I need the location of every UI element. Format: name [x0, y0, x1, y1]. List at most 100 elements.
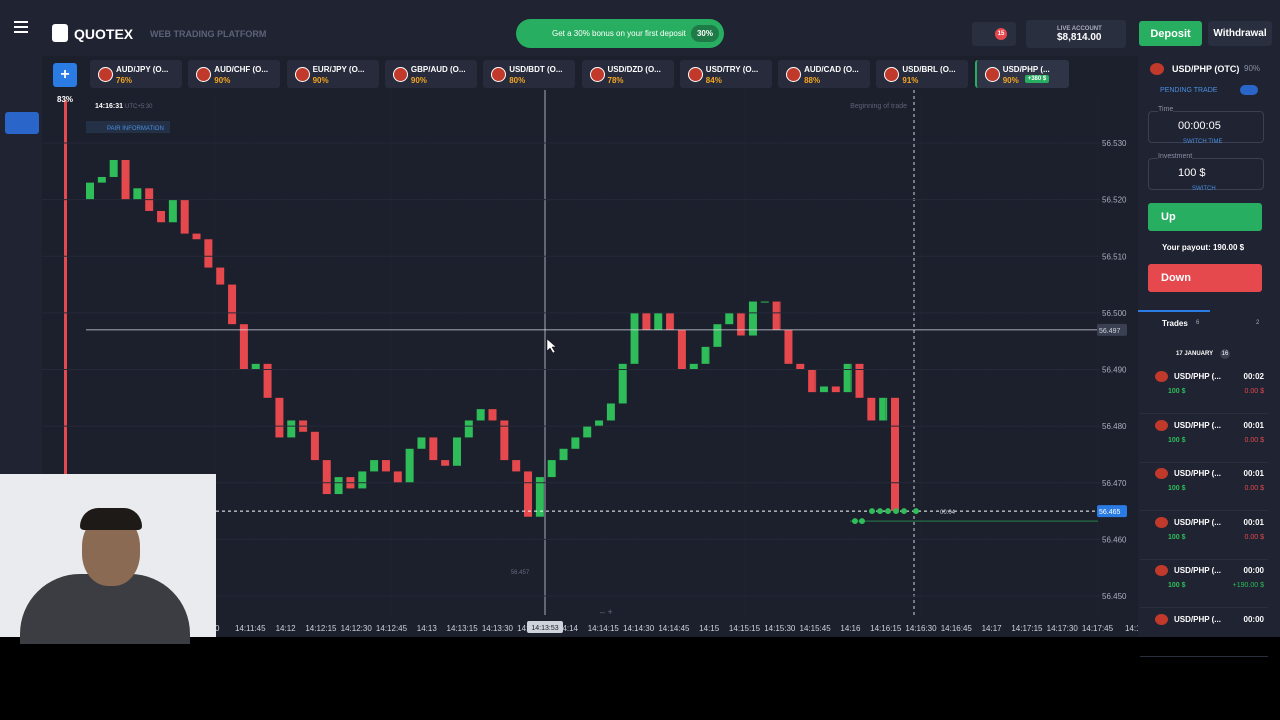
candle: [97, 176, 106, 183]
candle: [808, 369, 817, 393]
deposit[interactable]: Deposit: [1139, 21, 1202, 46]
time-box[interactable]: [1148, 111, 1264, 143]
asset-tab[interactable]: EUR/JPY (O... 90%: [286, 60, 379, 88]
asset-tab[interactable]: USD/BRL (O... 91%: [876, 60, 969, 88]
trade-amount: 100 $: [1168, 582, 1186, 590]
investment-box[interactable]: [1148, 158, 1264, 190]
account[interactable]: LIVE ACCOUNT $8,814.00: [1026, 20, 1126, 48]
asset-tab[interactable]: USD/PHP (... 90% +380 $: [974, 60, 1069, 88]
switch-time[interactable]: SWITCH TIME: [1183, 139, 1223, 145]
candle: [677, 329, 686, 370]
time-tick-label: 14:12: [276, 624, 297, 633]
tab-name: USD/PHP (...: [1002, 65, 1050, 74]
time-tick-label: 14:12:30: [341, 624, 373, 633]
promo[interactable]: Get a 30% bonus on your first deposit 30…: [516, 19, 724, 48]
tab-flag: [687, 67, 703, 82]
candle: [630, 312, 639, 364]
trade-amount: 100 $: [1168, 533, 1186, 541]
time-tick-label: 14:17: [982, 624, 1003, 633]
trade-item[interactable]: USD/PHP (... 00:02 100 $ 0.00 $: [1140, 368, 1268, 414]
candle: [263, 363, 272, 398]
asset-tab[interactable]: AUD/CHF (O... 90%: [188, 60, 281, 88]
trade-time: 00:01: [1243, 420, 1264, 430]
crosshair-price: 56.497: [1099, 328, 1121, 335]
trade-profit: 0.00 $: [1244, 388, 1264, 395]
trade-item[interactable]: USD/PHP (... 00:00 100 $ +190.00 $: [1140, 562, 1268, 609]
trade-marker: [852, 518, 858, 525]
tab-payout: 91%: [902, 76, 919, 85]
asset-tab[interactable]: GBP/AUD (O... 90%: [384, 60, 477, 88]
candle: [310, 431, 319, 461]
up-text: Up: [1161, 211, 1176, 223]
candle: [168, 199, 177, 223]
time-tick-label: 14:14:15: [588, 624, 620, 633]
trade-asset: USD/PHP (...: [1174, 517, 1221, 527]
candle: [452, 437, 461, 466]
asset-tab[interactable]: AUD/CAD (O... 88%: [778, 60, 871, 88]
candle: [654, 312, 663, 330]
divider: [1140, 413, 1268, 414]
tab-payout: 78%: [607, 76, 624, 85]
candle: [571, 437, 580, 449]
trade-item[interactable]: USD/PHP (... 00:01 100 $ 0.00 $: [1140, 465, 1268, 512]
tab-name: AUD/CAD (O...: [804, 65, 859, 74]
asset-tab[interactable]: USD/DZD (O... 78%: [581, 60, 674, 88]
down-button[interactable]: Down: [1148, 264, 1262, 292]
zoom[interactable]: – +: [600, 607, 613, 617]
logo: QUOTEX: [74, 26, 134, 42]
candle: [713, 324, 722, 347]
candle: [843, 363, 852, 393]
time-label: Time: [1158, 106, 1174, 113]
trades-underline: [1138, 310, 1210, 312]
pair-info-bg[interactable]: [86, 121, 170, 133]
trade-item[interactable]: USD/PHP (... 00:00: [1140, 611, 1268, 657]
tab-name: USD/DZD (O...: [607, 65, 661, 74]
asset-flag: [1150, 63, 1164, 75]
investment: 100 $: [1178, 167, 1206, 179]
logo-icon: [52, 24, 68, 42]
tab-name: AUD/CHF (O...: [214, 65, 269, 74]
time-tick-label: 14:1: [1125, 624, 1141, 633]
trade-time: 00:01: [1243, 517, 1264, 527]
candle: [204, 239, 213, 268]
price-tick-label: 56.480: [1102, 422, 1127, 431]
trade-amount: 100 $: [1168, 436, 1186, 444]
tab-name: USD/BDT (O...: [509, 65, 563, 74]
withdrawal[interactable]: Withdrawal: [1208, 21, 1272, 46]
trade-flag: [1155, 565, 1168, 577]
divider: [1140, 607, 1268, 609]
promo-text: Get a 30% bonus on your first deposit: [552, 29, 686, 38]
asset-tab[interactable]: USD/TRY (O... 84%: [679, 60, 772, 88]
notifications[interactable]: 15: [972, 22, 1016, 46]
tab-flag: [589, 67, 605, 82]
asset-tab[interactable]: AUD/JPY (O... 76%: [90, 60, 182, 88]
time-tick-label: 14:14: [558, 624, 579, 633]
trades-tab[interactable]: Trades: [1162, 319, 1188, 328]
candle: [429, 437, 438, 461]
candle: [86, 182, 94, 200]
tab-flag: [294, 67, 310, 82]
trade-amount: 100 $: [1168, 388, 1186, 395]
up-button[interactable]: Up: [1148, 203, 1262, 231]
asset-tab[interactable]: USD/BDT (O... 80%: [483, 60, 576, 88]
candle: [216, 267, 225, 285]
add-tab[interactable]: +: [53, 63, 77, 87]
trade-item[interactable]: USD/PHP (... 00:01 100 $ 0.00 $: [1140, 514, 1268, 560]
pair-info[interactable]: PAIR INFORMATION: [107, 126, 164, 132]
trade-item[interactable]: USD/PHP (... 00:01 100 $ 0.00 $: [1140, 417, 1268, 463]
switch[interactable]: SWITCH: [1192, 186, 1216, 192]
time-tick-label: 14:11:45: [235, 624, 266, 633]
pending[interactable]: PENDING TRADE: [1160, 87, 1218, 94]
tab-payout: 90%: [312, 76, 329, 85]
trade-asset: USD/PHP (...: [1174, 372, 1221, 381]
balance: $8,814.00: [1057, 31, 1102, 43]
trade-marker: [869, 508, 875, 515]
asset-payout: 90%: [1244, 64, 1261, 73]
time-tick-label: 14:13: [417, 624, 438, 633]
tab-flag: [98, 67, 113, 82]
nav-active[interactable]: [5, 112, 39, 134]
pending-toggle[interactable]: [1240, 85, 1258, 95]
price-tick-label: 56.500: [1102, 309, 1127, 318]
menu[interactable]: [14, 26, 28, 28]
time-tick-label: 14:13:30: [482, 624, 514, 633]
